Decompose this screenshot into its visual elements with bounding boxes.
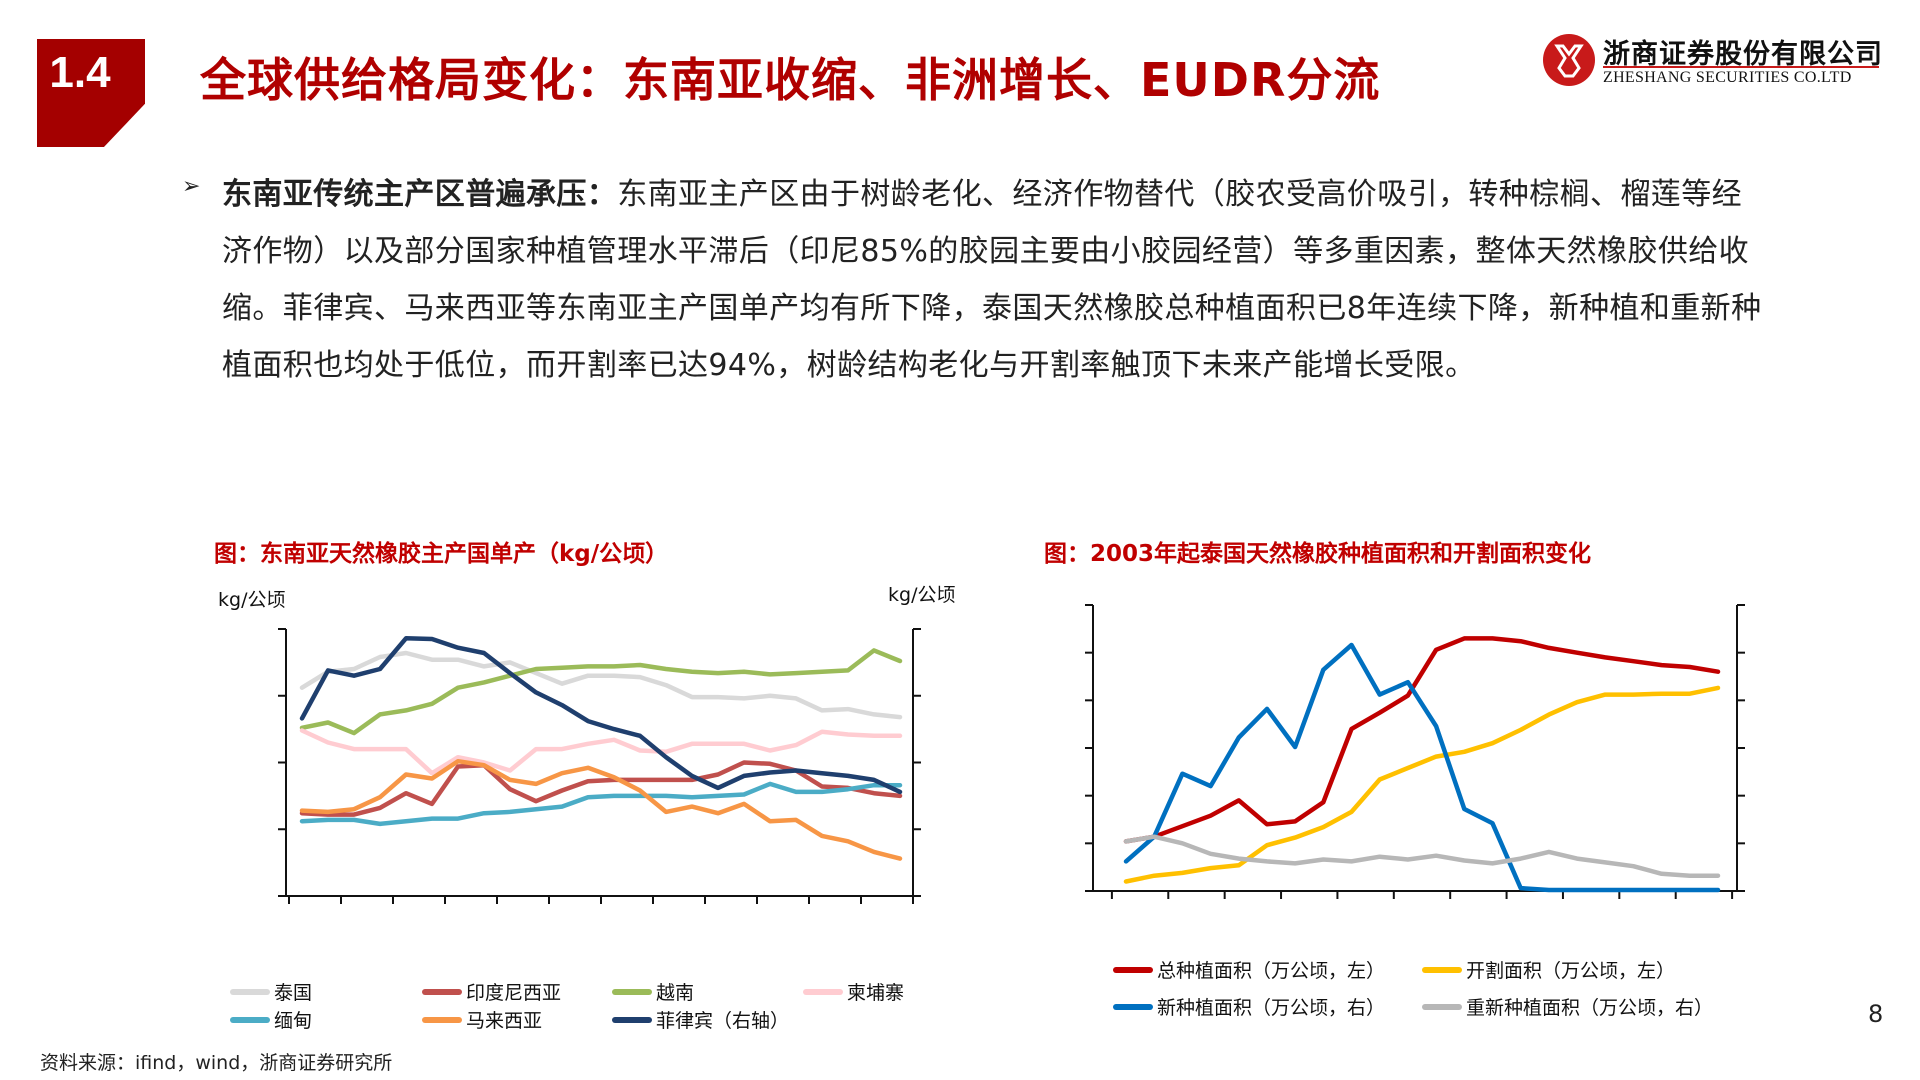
page-number: 8	[1868, 1000, 1884, 1028]
legend-item: 开割面积（万公顷，左）	[1422, 956, 1675, 983]
legend-swatch	[230, 1016, 270, 1023]
company-logo: 浙商证券股份有限公司 ZHESHANG SECURITIES CO.LTD	[1543, 30, 1883, 90]
series-line-1	[1123, 685, 1721, 884]
bullet-lead: 东南亚传统主产区普遍承压：	[222, 177, 618, 212]
data-source: 资料来源：ifind，wind，浙商证券研究所	[40, 1052, 393, 1074]
legend-swatch	[803, 988, 843, 995]
legend-swatch	[422, 988, 462, 995]
series-line-6	[299, 636, 903, 795]
legend-item: 缅甸	[230, 1006, 312, 1033]
chart1-ylabel-right: kg/公顷	[888, 584, 956, 606]
legend-label: 泰国	[274, 982, 313, 1004]
logo-rule	[1603, 66, 1879, 68]
legend-label: 缅甸	[274, 1010, 313, 1032]
legend-label: 开割面积（万公顷，左）	[1466, 960, 1676, 982]
logo-text-en: ZHESHANG SECURITIES CO.LTD	[1603, 69, 1852, 86]
legend-label: 新种植面积（万公顷，右）	[1157, 997, 1386, 1019]
logo-text-cn: 浙商证券股份有限公司	[1603, 39, 1883, 70]
legend-item: 泰国	[230, 978, 312, 1005]
legend-item: 重新种植面积（万公顷，右）	[1422, 993, 1713, 1020]
chart2-title: 图：2003年起泰国天然橡胶种植面积和开割面积变化	[1044, 541, 1592, 567]
legend-swatch	[422, 1016, 462, 1023]
chart1-ylabel-left: kg/公顷	[218, 589, 286, 611]
legend-label: 印度尼西亚	[466, 982, 562, 1004]
legend-swatch	[1113, 1003, 1153, 1010]
series-line-0	[1123, 636, 1721, 844]
legend-label: 菲律宾（右轴）	[656, 1010, 790, 1032]
series-line-2	[299, 648, 903, 736]
legend-item: 马来西亚	[422, 1006, 542, 1033]
legend-item: 总种植面积（万公顷，左）	[1113, 956, 1385, 983]
legend-swatch	[230, 988, 270, 995]
legend-swatch	[1113, 966, 1153, 973]
legend-item: 越南	[612, 978, 694, 1005]
legend-item: 新种植面积（万公顷，右）	[1113, 993, 1385, 1020]
legend-label: 马来西亚	[466, 1010, 543, 1032]
legend-label: 越南	[656, 982, 695, 1004]
legend-item: 印度尼西亚	[422, 978, 561, 1005]
legend-label: 重新种植面积（万公顷，右）	[1466, 997, 1714, 1019]
legend-item: 柬埔寨	[803, 978, 904, 1005]
legend-swatch	[1422, 1003, 1462, 1010]
legend-item: 菲律宾（右轴）	[612, 1006, 789, 1033]
series-line-3	[1123, 834, 1721, 878]
page-title: 全球供给格局变化：东南亚收缩、非洲增长、EUDR分流	[200, 53, 1381, 107]
series-line-5	[299, 758, 903, 861]
bullet-paragraph: 东南亚传统主产区普遍承压：东南亚主产区由于树龄老化、经济作物替代（胶农受高价吸引…	[222, 166, 1762, 394]
legend-swatch	[612, 1016, 652, 1023]
bullet-text: 东南亚主产区由于树龄老化、经济作物替代（胶农受高价吸引，转种棕榈、榴莲等经济作物…	[222, 177, 1762, 383]
series-line-3	[299, 728, 903, 776]
chart1-title: 图：东南亚天然橡胶主产国单产（kg/公顷）	[214, 541, 669, 567]
legend-swatch	[1422, 966, 1462, 973]
series-line-2	[1123, 642, 1721, 893]
section-number: 1.4	[49, 48, 111, 97]
legend-label: 柬埔寨	[847, 982, 905, 1004]
arrow-bullet-icon: ➢	[182, 174, 201, 199]
series-line-4	[299, 781, 903, 827]
legend-swatch	[612, 988, 652, 995]
logo-emblem-icon	[1543, 34, 1595, 86]
series-line-0	[299, 650, 903, 720]
legend-label: 总种植面积（万公顷，左）	[1157, 960, 1386, 982]
